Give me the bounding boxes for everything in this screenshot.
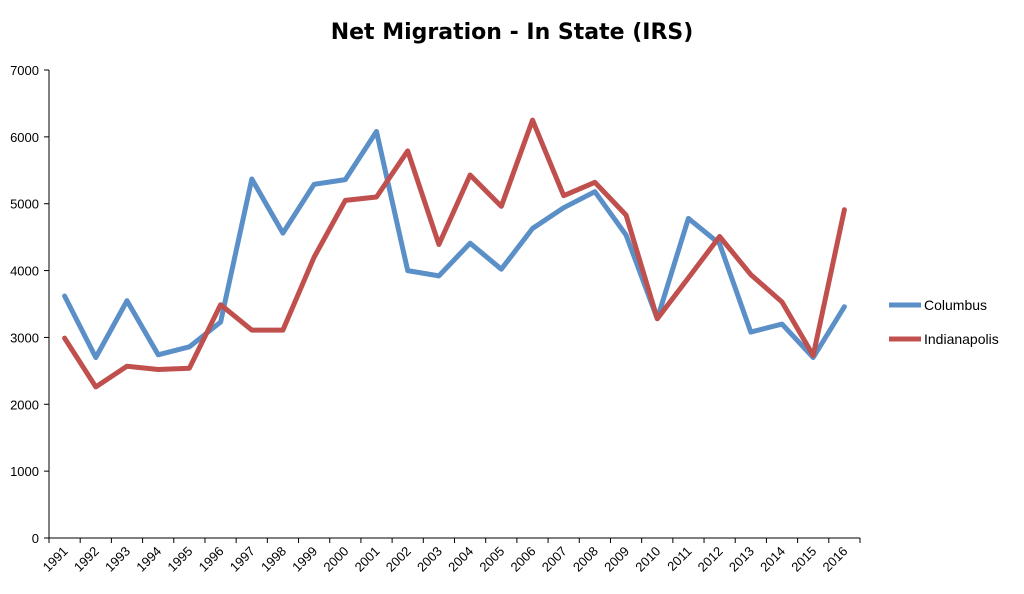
x-tick-label: 2013 [726, 544, 757, 575]
y-tick-label: 6000 [10, 130, 39, 145]
y-tick-label: 2000 [10, 397, 39, 412]
x-tick-label: 2011 [664, 544, 694, 574]
y-tick-label: 1000 [10, 464, 39, 479]
x-tick-label: 1999 [289, 544, 320, 575]
series-layer [62, 117, 847, 390]
x-tick-label: 1994 [133, 544, 164, 575]
x-tick-label: 2014 [757, 544, 788, 575]
x-tick-label: 2003 [414, 544, 445, 575]
legend-label: Columbus [924, 297, 987, 313]
y-tick-label: 5000 [10, 197, 39, 212]
x-tick-label: 2000 [320, 544, 351, 575]
x-tick-label: 2004 [445, 544, 476, 575]
x-tick-label: 2012 [695, 544, 726, 575]
legend-label: Indianapolis [924, 331, 999, 347]
x-tick-label: 1991 [40, 544, 71, 575]
chart-legend: Columbus Indianapolis [889, 297, 999, 347]
x-tick-label: 2001 [352, 544, 383, 575]
y-tick-label: 4000 [10, 264, 39, 279]
x-tick-label: 1992 [71, 544, 102, 575]
y-tick-label: 7000 [10, 63, 39, 78]
x-tick-label: 1996 [196, 544, 227, 575]
x-tick-label: 1998 [258, 544, 289, 575]
x-tick-label: 1997 [227, 544, 258, 575]
x-tick-label: 2015 [788, 544, 819, 575]
chart-title: Net Migration - In State (IRS) [331, 20, 694, 45]
x-tick-label: 2002 [383, 544, 414, 575]
x-tick-label: 1995 [164, 544, 195, 575]
x-tick-label: 2008 [570, 544, 601, 575]
y-tick-label: 3000 [10, 330, 39, 345]
x-tick-label: 2006 [508, 544, 539, 575]
x-tick-label: 2005 [476, 544, 507, 575]
y-tick-label: 0 [32, 531, 39, 546]
x-tick-label: 2009 [601, 544, 632, 575]
x-tick-label: 2007 [539, 544, 570, 575]
series-line-indianapolis [62, 117, 847, 390]
x-tick-label: 1993 [102, 544, 133, 575]
x-tick-label: 2010 [632, 544, 663, 575]
x-tick-label: 2016 [819, 544, 850, 575]
